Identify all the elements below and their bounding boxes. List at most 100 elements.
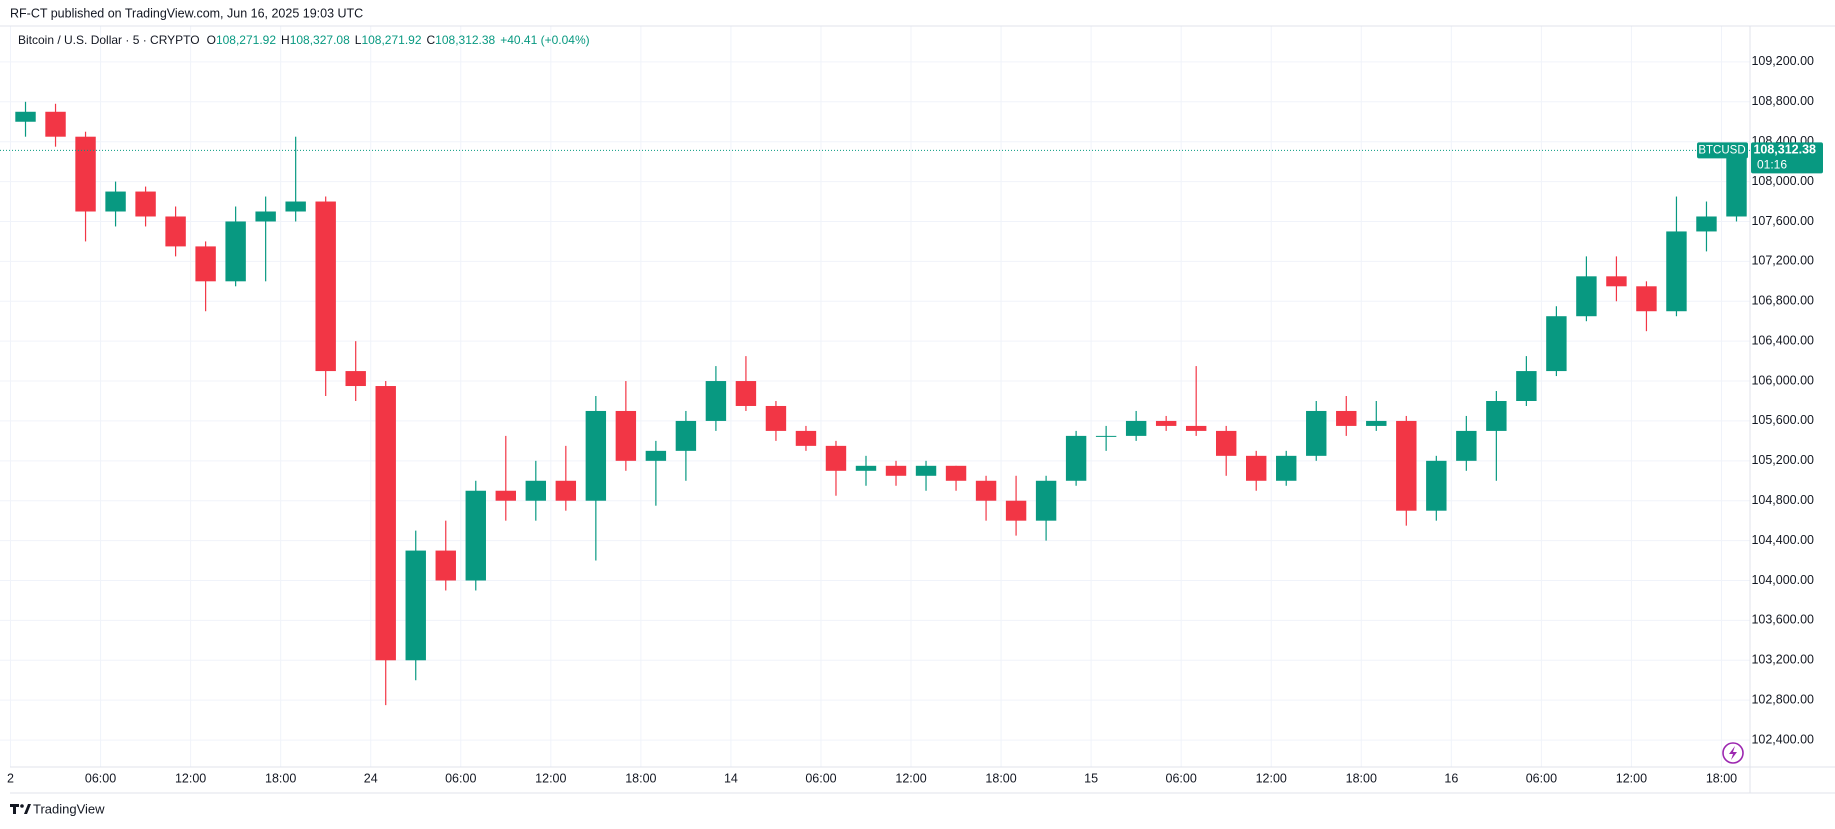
- y-tick-label: 109,200.00: [1751, 54, 1814, 68]
- candle-body: [705, 381, 727, 421]
- candle-body: [135, 191, 156, 217]
- x-tick-label: 12:00: [1616, 771, 1647, 785]
- x-tick-label: 16: [1444, 771, 1458, 785]
- candle-body: [405, 550, 426, 661]
- brand: TradingView: [33, 801, 105, 816]
- y-tick-label: 107,600.00: [1751, 214, 1814, 228]
- candle-body: [1366, 420, 1387, 426]
- x-tick-label: 18:00: [625, 771, 656, 785]
- candle-body: [1396, 420, 1417, 511]
- y-tick-label: 102,400.00: [1751, 732, 1814, 746]
- candle-body: [1306, 410, 1327, 456]
- x-tick-label: 2: [7, 771, 14, 785]
- candle-body: [945, 465, 967, 481]
- candle-body: [1426, 460, 1447, 511]
- candle-body: [1215, 430, 1237, 456]
- candle-body: [1246, 455, 1267, 481]
- candle-body: [75, 136, 96, 212]
- x-tick-label: 12:00: [1256, 771, 1287, 785]
- candle-body: [1666, 231, 1687, 312]
- candle-body: [435, 550, 456, 581]
- candle-body: [225, 221, 246, 282]
- candle-body: [615, 410, 637, 461]
- candle-body: [255, 211, 276, 222]
- candle-body: [1185, 425, 1207, 431]
- ohlc-value: 108,312.38: [435, 33, 495, 47]
- candle-body: [285, 201, 306, 212]
- candle-body: [1696, 216, 1717, 232]
- ohlc-key: L: [355, 33, 362, 47]
- candle-body: [1336, 410, 1357, 426]
- y-tick-label: 105,600.00: [1751, 413, 1814, 427]
- y-tick-label: 106,000.00: [1751, 373, 1814, 387]
- candle-body: [885, 465, 907, 476]
- candle-body: [585, 410, 607, 501]
- candle-body: [765, 405, 787, 431]
- candle-body: [45, 111, 66, 137]
- x-tick-label: 06:00: [85, 771, 116, 785]
- ticker-tag: [1697, 142, 1748, 159]
- price-tag: [1751, 142, 1823, 174]
- candle-body: [195, 246, 216, 282]
- candle-body: [1576, 276, 1597, 317]
- y-tick-label: 108,000.00: [1751, 174, 1814, 188]
- candle-body: [1516, 371, 1537, 401]
- ticker: BTCUSD: [1698, 144, 1745, 156]
- x-tick-label: 15: [1084, 771, 1098, 785]
- candle-body: [1276, 455, 1297, 481]
- grid: [0, 26, 1750, 767]
- candle-body: [1155, 420, 1177, 426]
- candle-body: [1095, 435, 1117, 437]
- candle-body: [525, 480, 547, 501]
- legend-text: Bitcoin / U.S. Dollar · 5 · CRYPTO O108,2…: [18, 33, 590, 47]
- x-tick-label: 24: [364, 771, 378, 785]
- candle-body: [975, 480, 997, 501]
- candle-body: [105, 191, 126, 212]
- candle-body: [735, 381, 757, 406]
- y-tick-label: 103,600.00: [1751, 613, 1814, 627]
- x-tick-label: 12:00: [535, 771, 566, 785]
- x-tick-label: 18:00: [1346, 771, 1377, 785]
- y-tick-label: 102,800.00: [1751, 692, 1814, 706]
- candle-body: [915, 465, 937, 476]
- candle-body: [1546, 316, 1567, 372]
- candle-body: [855, 465, 877, 471]
- y-tick-label: 106,400.00: [1751, 333, 1814, 347]
- y-tick-label: 105,200.00: [1751, 453, 1814, 467]
- y-tick-label: 103,200.00: [1751, 653, 1814, 667]
- candle-body: [495, 490, 516, 501]
- x-tick-label: 12:00: [175, 771, 206, 785]
- candle-body: [675, 420, 697, 451]
- candle-body: [1726, 150, 1747, 217]
- header: RF-CT published on TradingView.com, Jun …: [10, 6, 363, 20]
- candle-body: [15, 111, 36, 122]
- y-tick-label: 104,000.00: [1751, 573, 1814, 587]
- candle-body: [315, 201, 336, 372]
- candle-body: [465, 490, 486, 581]
- ohlc-value: 108,271.92: [216, 33, 276, 47]
- candle-body: [1456, 430, 1477, 461]
- x-tick-label: 06:00: [1166, 771, 1197, 785]
- ohlc-key: C: [427, 33, 436, 47]
- x-tick-label: 06:00: [1526, 771, 1557, 785]
- candle-body: [555, 480, 577, 501]
- candle-body: [825, 445, 847, 471]
- x-tick-label: 06:00: [805, 771, 836, 785]
- ohlc-value: 108,327.08: [290, 33, 350, 47]
- last-price-label: 108,312.38: [1753, 143, 1816, 157]
- x-tick-label: 18:00: [265, 771, 296, 785]
- candles: [15, 101, 1747, 706]
- candle-body: [165, 216, 186, 247]
- candle-body: [1125, 420, 1147, 436]
- brand-logo: [10, 804, 31, 814]
- y-tick-label: 107,200.00: [1751, 254, 1814, 268]
- candle-body: [1486, 400, 1507, 431]
- x-tick-label: 06:00: [445, 771, 476, 785]
- change: +40.41 (+0.04%): [500, 33, 589, 47]
- candle-body: [1005, 500, 1027, 521]
- x-tick-label: 18:00: [985, 771, 1016, 785]
- candle-body: [1035, 480, 1057, 521]
- x-tick-label: 18:00: [1706, 771, 1737, 785]
